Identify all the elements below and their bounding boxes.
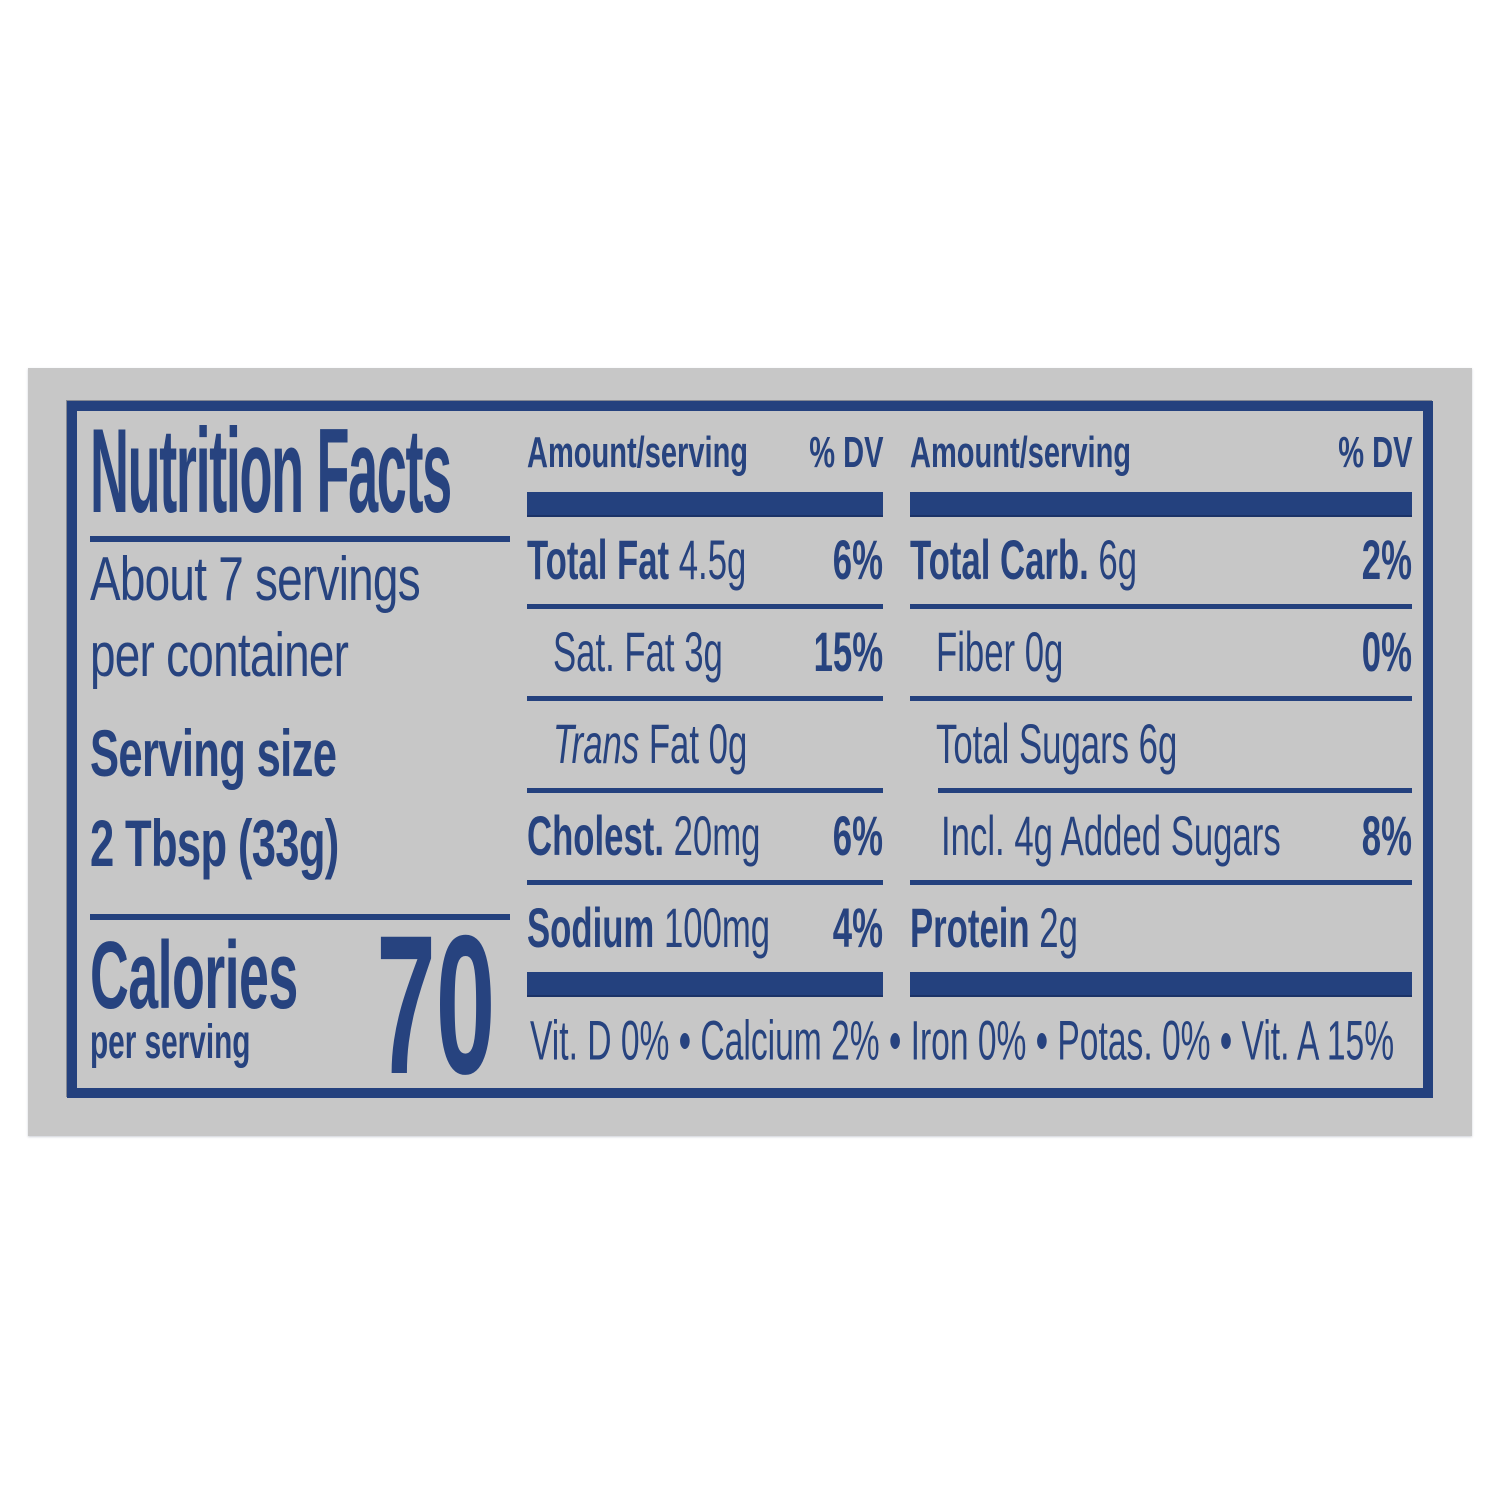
row-added-sugars: Incl. 4g Added Sugars 8% xyxy=(910,793,1412,880)
row-label: Trans Fat 0g xyxy=(553,711,748,775)
thin-rule-indented xyxy=(938,788,1412,793)
nutrient-column-carb-protein: Amount/serving % DV Total Carb. 6g 2% Fi… xyxy=(910,411,1412,997)
row-label: Total Sugars 6g xyxy=(936,711,1178,775)
iron-value: Iron 0% xyxy=(910,1008,1027,1072)
amount-serving-header: Amount/serving xyxy=(527,428,749,477)
row-label: Total Fat 4.5g xyxy=(527,527,747,591)
row-cholesterol: Cholest. 20mg 6% xyxy=(527,793,883,880)
row-sat-fat: Sat. Fat 3g 15% xyxy=(527,609,883,696)
nutrition-label-card: Nutrition Facts About 7 servings per con… xyxy=(28,368,1472,1136)
serving-size-value: 2 Tbsp (33g) xyxy=(90,806,339,880)
thin-rule xyxy=(527,880,883,885)
percent-dv-header: % DV xyxy=(1337,428,1412,477)
row-percent-dv: 4% xyxy=(832,895,883,959)
vitamin-d-value: Vit. D 0% xyxy=(530,1008,670,1072)
row-fiber: Fiber 0g 0% xyxy=(910,609,1412,696)
row-percent-dv: 0% xyxy=(1361,619,1412,683)
thin-rule xyxy=(910,696,1412,701)
row-label: Protein 2g xyxy=(910,895,1078,959)
row-percent-dv: 2% xyxy=(1361,527,1412,591)
row-total-sugars: Total Sugars 6g xyxy=(910,701,1412,788)
row-percent-dv: 15% xyxy=(813,619,883,683)
amount-serving-header: Amount/serving xyxy=(910,428,1132,477)
thin-rule xyxy=(527,696,883,701)
vitamins-line: Vit. D 0% • Calcium 2% • Iron 0% • Potas. 0% • V… xyxy=(530,1007,1394,1072)
calories-label: Calories xyxy=(90,922,298,1029)
servings-line1: About 7 servings xyxy=(90,545,421,614)
row-protein: Protein 2g xyxy=(910,885,1412,972)
thin-rule xyxy=(527,604,883,609)
row-percent-dv: 6% xyxy=(832,803,883,867)
calcium-value: Calcium 2% xyxy=(700,1008,880,1072)
thick-divider-bar xyxy=(527,972,883,997)
label-border-box: Nutrition Facts About 7 servings per con… xyxy=(67,401,1433,1115)
thick-divider-bar xyxy=(910,972,1412,997)
row-label: Cholest. 20mg xyxy=(527,803,761,867)
calories-divider-rule xyxy=(90,914,510,920)
general-info-column: Nutrition Facts About 7 servings per con… xyxy=(90,404,510,1115)
row-label: Fiber 0g xyxy=(936,619,1064,683)
row-percent-dv: 8% xyxy=(1361,803,1412,867)
column-header: Amount/serving % DV xyxy=(527,411,883,492)
row-label: Sodium 100mg xyxy=(527,895,771,959)
bullet-separator: • xyxy=(1036,1008,1048,1072)
column-header: Amount/serving % DV xyxy=(910,411,1412,492)
row-trans-fat: Trans Fat 0g xyxy=(527,701,883,788)
bullet-separator: • xyxy=(1220,1008,1232,1072)
thin-rule xyxy=(527,788,883,793)
servings-per-container: About 7 servings per container xyxy=(90,542,510,694)
title-underline-rule xyxy=(90,536,510,542)
servings-line2: per container xyxy=(90,621,349,690)
bullet-separator: • xyxy=(679,1008,691,1072)
bullet-separator: • xyxy=(889,1008,902,1072)
potassium-value: Potas. 0% xyxy=(1057,1008,1211,1072)
nutrition-facts-title: Nutrition Facts xyxy=(90,404,452,538)
percent-dv-header: % DV xyxy=(808,428,883,477)
thin-rule xyxy=(910,604,1412,609)
row-label: Incl. 4g Added Sugars xyxy=(941,803,1281,867)
row-total-carb: Total Carb. 6g 2% xyxy=(910,517,1412,604)
vitamin-a-value: Vit. A 15% xyxy=(1241,1008,1395,1072)
calories-sublabel: per serving xyxy=(90,1016,251,1069)
nutrient-column-fat-sodium: Amount/serving % DV Total Fat 4.5g 6% Sa… xyxy=(527,411,883,997)
vitamins-footer: Vit. D 0% • Calcium 2% • Iron 0% • Potas. 0% • V… xyxy=(530,998,1412,1088)
row-label: Sat. Fat 3g xyxy=(553,619,723,683)
row-label: Total Carb. 6g xyxy=(910,527,1138,591)
row-total-fat: Total Fat 4.5g 6% xyxy=(527,517,883,604)
calories-value: 70 xyxy=(376,894,495,1115)
thin-rule xyxy=(910,880,1412,885)
thick-divider-bar xyxy=(527,492,883,517)
thick-divider-bar xyxy=(910,492,1412,517)
calories-block: Calories per serving 70 xyxy=(90,894,510,1115)
row-sodium: Sodium 100mg 4% xyxy=(527,885,883,972)
serving-size-label: Serving size xyxy=(90,716,337,790)
row-percent-dv: 6% xyxy=(832,527,883,591)
